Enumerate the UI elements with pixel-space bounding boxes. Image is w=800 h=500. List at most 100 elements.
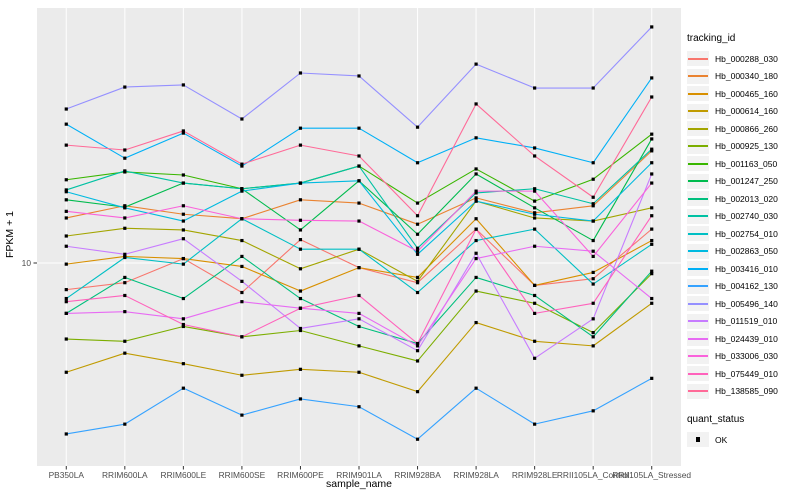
data-point-Hb_001247_250 (533, 206, 537, 210)
data-point-Hb_002863_050 (123, 206, 127, 210)
legend-key-swatch (687, 156, 709, 172)
legend-key-swatch (687, 191, 709, 207)
legend-key-swatch (687, 348, 709, 364)
data-point-Hb_002754_010 (533, 227, 537, 231)
data-point-Hb_000866_260 (240, 238, 244, 243)
legend-key-swatch (687, 383, 709, 399)
data-point-Hb_075449_010 (474, 227, 478, 231)
data-point-Hb_011519_010 (533, 356, 537, 360)
data-point-Hb_011519_010 (591, 317, 595, 321)
data-point-Hb_011519_010 (64, 244, 68, 248)
data-point-Hb_002740_030 (591, 202, 595, 206)
data-point-Hb_075449_010 (181, 322, 185, 327)
legend-label: Hb_001247_250 (715, 176, 778, 187)
quant-status-key-swatch (687, 432, 709, 448)
data-point-Hb_000614_160 (298, 367, 303, 371)
data-point-Hb_011519_010 (650, 172, 654, 176)
data-point-Hb_000925_130 (123, 339, 127, 343)
data-point-Hb_024439_010 (357, 311, 361, 315)
data-point-Hb_002754_010 (591, 282, 595, 286)
quant-status-legend-item: OK (687, 431, 799, 449)
data-point-Hb_002013_020 (181, 296, 185, 301)
legend-color-line (688, 215, 708, 218)
x-axis-title: sample_name (326, 478, 392, 490)
data-point-Hb_075449_010 (240, 335, 244, 339)
data-point-Hb_002740_030 (533, 187, 537, 191)
legend-item-Hb_001163_050: Hb_001163_050 (687, 155, 799, 173)
legend-key-swatch (687, 366, 709, 382)
data-point-Hb_033006_030 (357, 219, 361, 223)
x-tick-label: RRII105LA_Control (557, 470, 630, 480)
data-point-Hb_000465_160 (591, 270, 595, 275)
legend-item-Hb_024439_010: Hb_024439_010 (687, 330, 799, 348)
data-point-Hb_075449_010 (591, 301, 595, 305)
data-point-Hb_001247_250 (415, 232, 420, 236)
data-point-Hb_002740_030 (64, 188, 68, 192)
data-point-Hb_002740_030 (474, 191, 478, 195)
legend-label: Hb_000614_160 (715, 106, 778, 117)
data-point-Hb_138585_090 (181, 129, 185, 133)
data-point-Hb_002863_050 (474, 199, 478, 203)
legend-label: Hb_138585_090 (715, 386, 778, 397)
quant-status-legend-items: OK (687, 431, 799, 449)
x-tick-label: PB350LA (49, 470, 85, 480)
data-point-Hb_033006_030 (298, 218, 303, 222)
legend-label: Hb_024439_010 (715, 333, 778, 344)
x-tick-label: RRIM928BA (394, 470, 441, 480)
legend-color-line (688, 390, 708, 393)
data-point-Hb_000614_160 (591, 344, 595, 348)
data-point-Hb_033006_030 (474, 189, 478, 193)
data-point-Hb_000288_030 (298, 238, 303, 242)
data-point-Hb_138585_090 (474, 102, 478, 106)
data-point-Hb_075449_010 (533, 311, 537, 315)
legend-label: Hb_000288_030 (715, 53, 778, 64)
legend-color-line (688, 232, 708, 235)
data-point-Hb_024439_010 (64, 311, 68, 315)
data-point-Hb_002013_020 (474, 275, 478, 280)
data-point-Hb_005496_140 (123, 85, 127, 89)
legend-item-Hb_002740_030: Hb_002740_030 (687, 208, 799, 226)
legend-key-swatch (687, 103, 709, 119)
data-point-Hb_000288_030 (64, 288, 68, 292)
data-point-Hb_003416_010 (123, 156, 127, 160)
legend-key-swatch (687, 121, 709, 137)
data-point-Hb_000614_160 (64, 370, 68, 374)
data-point-Hb_004162_130 (533, 422, 537, 426)
data-point-Hb_004162_130 (123, 422, 127, 426)
data-point-Hb_000465_160 (357, 266, 361, 270)
legend-key-swatch (687, 51, 709, 67)
data-point-Hb_001163_050 (64, 178, 68, 182)
legend-label: Hb_002013_020 (715, 193, 778, 204)
data-point-Hb_004162_130 (591, 409, 595, 413)
legend-color-line (688, 162, 708, 165)
data-point-Hb_000866_260 (181, 228, 185, 232)
x-tick-label: RRII105LA_Stressed (612, 470, 691, 480)
data-point-Hb_003416_010 (474, 136, 478, 140)
data-point-Hb_000866_260 (415, 279, 420, 283)
legend-color-line (688, 180, 708, 183)
data-point-Hb_005496_140 (415, 125, 420, 129)
data-point-Hb_138585_090 (64, 143, 68, 147)
data-point-Hb_002754_010 (650, 242, 654, 246)
data-point-Hb_000614_160 (650, 301, 654, 305)
legend-color-line (688, 267, 708, 270)
data-point-Hb_000340_180 (181, 212, 185, 216)
legend-color-line (688, 145, 708, 148)
legend-items: Hb_000288_030 Hb_000340_180 Hb_000465_160 H… (687, 50, 799, 400)
legend-label: Hb_002754_010 (715, 228, 778, 239)
legend-item-Hb_004162_130: Hb_004162_130 (687, 278, 799, 296)
legend-key-swatch (687, 138, 709, 154)
legend-label: Hb_004162_130 (715, 281, 778, 292)
legend-key-swatch (687, 331, 709, 347)
data-point-Hb_000340_180 (415, 222, 420, 226)
legend-color-line (688, 57, 708, 60)
data-point-Hb_000866_260 (123, 226, 127, 230)
legend-label: Hb_011519_010 (715, 316, 778, 327)
data-point-Hb_003416_010 (64, 122, 68, 126)
data-point-Hb_001247_250 (591, 238, 595, 243)
legend-item-Hb_003416_010: Hb_003416_010 (687, 260, 799, 278)
data-point-Hb_000925_130 (64, 337, 68, 341)
data-point-Hb_000925_130 (474, 289, 478, 293)
legend-color-line (688, 197, 708, 200)
data-point-Hb_005496_140 (474, 62, 478, 66)
